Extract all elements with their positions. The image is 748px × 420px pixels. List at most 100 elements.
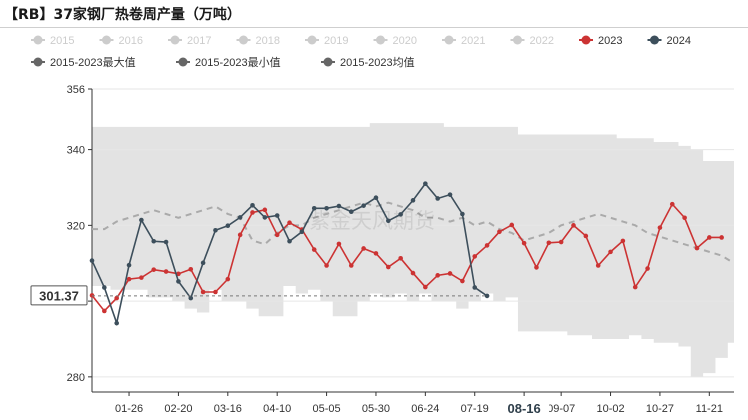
point-2024[interactable] bbox=[89, 258, 95, 263]
point-2024[interactable] bbox=[460, 211, 465, 217]
point-2023[interactable] bbox=[546, 240, 552, 246]
point-2023[interactable] bbox=[126, 276, 132, 282]
point-2023[interactable] bbox=[620, 238, 626, 244]
point-2023[interactable] bbox=[657, 225, 663, 230]
point-2023[interactable] bbox=[373, 251, 379, 256]
point-2023[interactable] bbox=[645, 266, 650, 271]
point-2023[interactable] bbox=[398, 256, 403, 261]
point-2023[interactable] bbox=[151, 267, 157, 272]
point-2023[interactable] bbox=[114, 295, 119, 301]
point-2023[interactable] bbox=[262, 207, 268, 213]
point-2023[interactable] bbox=[694, 245, 700, 251]
point-2023[interactable] bbox=[348, 263, 354, 268]
point-2024[interactable] bbox=[287, 238, 292, 244]
point-2023[interactable] bbox=[225, 276, 231, 282]
point-2024[interactable] bbox=[225, 223, 231, 229]
point-2024[interactable] bbox=[386, 218, 391, 224]
legend-item-2017[interactable]: 2017 bbox=[168, 35, 211, 47]
legend-item-2019[interactable]: 2019 bbox=[305, 35, 348, 47]
legend-item-2023[interactable]: 2023 bbox=[579, 35, 622, 47]
point-2023[interactable] bbox=[509, 222, 515, 228]
point-2023[interactable] bbox=[336, 241, 342, 247]
point-2024[interactable] bbox=[311, 206, 317, 211]
point-2024[interactable] bbox=[484, 293, 490, 299]
legend-item-stat-2[interactable]: 2015-2023均值 bbox=[321, 56, 415, 69]
point-2023[interactable] bbox=[386, 264, 391, 270]
point-2023[interactable] bbox=[583, 233, 589, 239]
point-2024[interactable] bbox=[299, 229, 305, 235]
point-2023[interactable] bbox=[311, 247, 317, 252]
point-2024[interactable] bbox=[163, 239, 169, 245]
point-2023[interactable] bbox=[410, 270, 416, 276]
legend-item-stat-0[interactable]: 2015-2023最大值 bbox=[31, 55, 136, 69]
point-2023[interactable] bbox=[423, 284, 428, 290]
point-2024[interactable] bbox=[102, 285, 107, 290]
point-2023[interactable] bbox=[484, 243, 490, 248]
legend-item-2022[interactable]: 2022 bbox=[510, 35, 554, 47]
legend-label: 2019 bbox=[324, 35, 348, 47]
point-2023[interactable] bbox=[447, 271, 453, 276]
legend-item-2024[interactable]: 2024 bbox=[647, 35, 691, 47]
point-2023[interactable] bbox=[287, 220, 292, 225]
point-2023[interactable] bbox=[200, 289, 206, 295]
point-2023[interactable] bbox=[534, 265, 539, 270]
point-2023[interactable] bbox=[707, 235, 712, 240]
point-2024[interactable] bbox=[373, 195, 379, 201]
legend-item-stat-1[interactable]: 2015-2023最小值 bbox=[176, 56, 281, 69]
legend-item-2018[interactable]: 2018 bbox=[236, 35, 280, 47]
point-2024[interactable] bbox=[410, 198, 416, 203]
point-2024[interactable] bbox=[472, 285, 478, 290]
point-2023[interactable] bbox=[361, 246, 366, 251]
point-2023[interactable] bbox=[472, 254, 478, 259]
point-2024[interactable] bbox=[324, 206, 329, 211]
point-2023[interactable] bbox=[188, 266, 194, 272]
point-2024[interactable] bbox=[274, 213, 280, 218]
point-2023[interactable] bbox=[571, 223, 576, 228]
point-2023[interactable] bbox=[435, 273, 440, 278]
point-2024[interactable] bbox=[435, 196, 440, 201]
point-2024[interactable] bbox=[348, 209, 354, 215]
point-2023[interactable] bbox=[102, 308, 107, 314]
point-2023[interactable] bbox=[324, 263, 329, 268]
point-2023[interactable] bbox=[250, 210, 255, 215]
legend-marker bbox=[178, 57, 188, 67]
point-2024[interactable] bbox=[336, 203, 342, 209]
point-2024[interactable] bbox=[176, 279, 181, 284]
point-2023[interactable] bbox=[682, 215, 687, 221]
point-2023[interactable] bbox=[274, 232, 280, 238]
point-2024[interactable] bbox=[213, 227, 218, 233]
point-2023[interactable] bbox=[558, 239, 564, 245]
point-2023[interactable] bbox=[213, 289, 218, 295]
point-2024[interactable] bbox=[151, 238, 157, 244]
point-2024[interactable] bbox=[237, 215, 243, 220]
point-2023[interactable] bbox=[632, 284, 638, 290]
point-2024[interactable] bbox=[447, 192, 453, 197]
point-2023[interactable] bbox=[608, 249, 613, 255]
point-2023[interactable] bbox=[497, 229, 502, 235]
point-2023[interactable] bbox=[521, 240, 527, 246]
point-2024[interactable] bbox=[126, 262, 132, 268]
point-2023[interactable] bbox=[237, 232, 243, 238]
watermark: 紫金天风期货 bbox=[309, 209, 435, 233]
point-2024[interactable] bbox=[200, 260, 206, 266]
point-2024[interactable] bbox=[423, 181, 428, 186]
point-2023[interactable] bbox=[719, 235, 724, 240]
point-2023[interactable] bbox=[176, 271, 181, 277]
point-2023[interactable] bbox=[669, 201, 675, 207]
point-2024[interactable] bbox=[139, 217, 144, 223]
point-2024[interactable] bbox=[114, 320, 119, 326]
point-2023[interactable] bbox=[460, 278, 465, 284]
point-2024[interactable] bbox=[361, 203, 366, 208]
legend-item-2016[interactable]: 2016 bbox=[99, 35, 143, 47]
point-2023[interactable] bbox=[139, 275, 144, 280]
point-2023[interactable] bbox=[595, 263, 601, 268]
point-2024[interactable] bbox=[250, 202, 255, 208]
point-2024[interactable] bbox=[188, 295, 194, 301]
point-2023[interactable] bbox=[163, 269, 169, 274]
point-2024[interactable] bbox=[262, 215, 268, 220]
legend-item-2021[interactable]: 2021 bbox=[442, 35, 485, 47]
legend-item-2015[interactable]: 2015 bbox=[31, 35, 74, 47]
legend-item-2020[interactable]: 2020 bbox=[373, 35, 417, 47]
point-2024[interactable] bbox=[398, 212, 403, 217]
